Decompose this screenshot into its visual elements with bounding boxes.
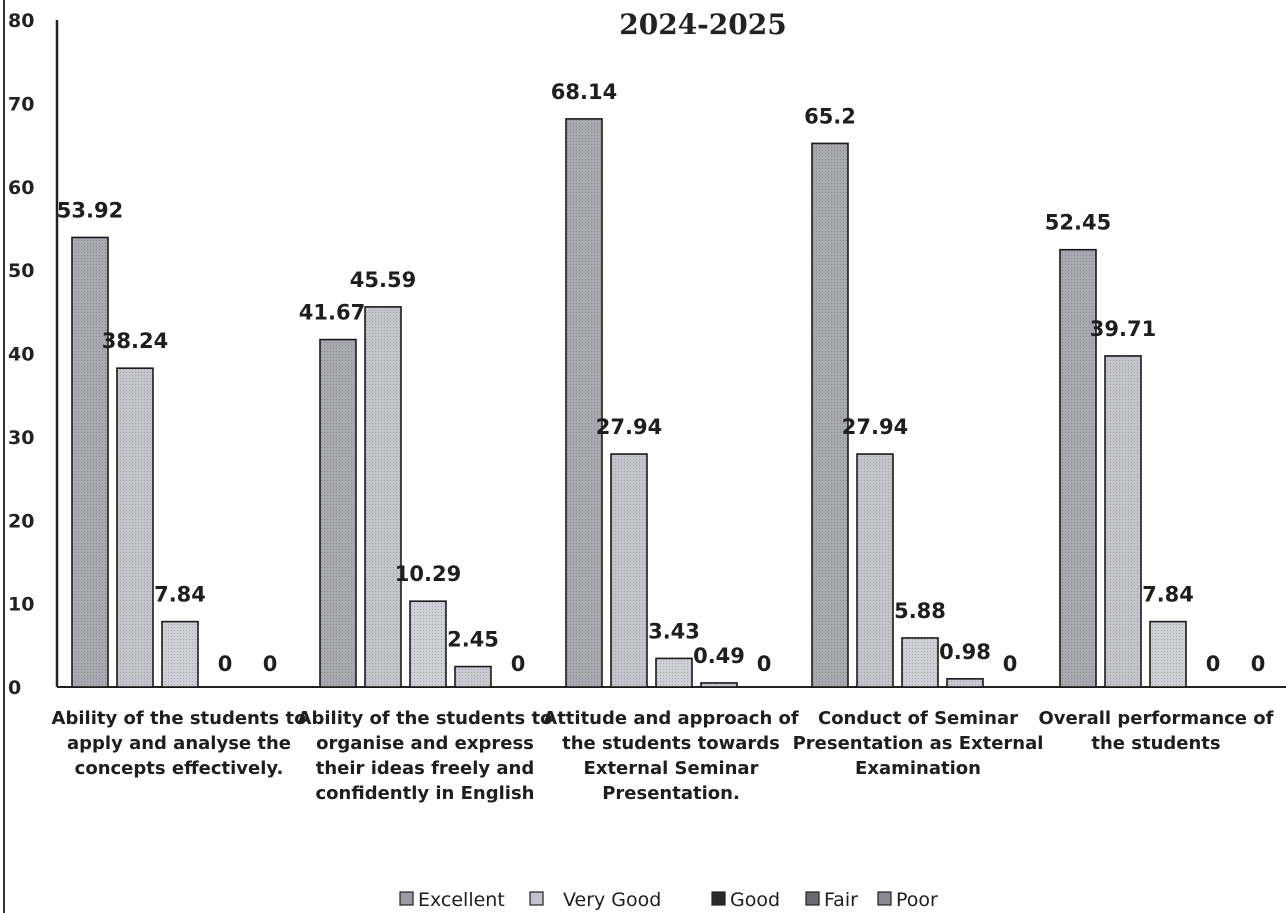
category-label: concepts effectively. bbox=[75, 758, 284, 779]
data-label: 2.45 bbox=[447, 628, 499, 652]
bar-texture bbox=[656, 658, 692, 687]
legend-label: Fair bbox=[824, 889, 858, 911]
category-label: Conduct of Seminar bbox=[818, 708, 1018, 729]
data-label: 0 bbox=[1206, 652, 1221, 676]
y-tick-label: 70 bbox=[8, 93, 34, 115]
data-label: 0.98 bbox=[939, 640, 991, 664]
legend-swatch bbox=[529, 891, 544, 906]
data-label: 0 bbox=[1003, 652, 1018, 676]
bar-texture bbox=[857, 454, 893, 687]
y-tick-label: 60 bbox=[8, 177, 34, 199]
category-label: their ideas freely and bbox=[316, 758, 534, 779]
data-label: 39.71 bbox=[1090, 317, 1156, 341]
legend-label: Excellent bbox=[418, 889, 505, 911]
data-label: 5.88 bbox=[894, 599, 946, 623]
data-label: 68.14 bbox=[551, 80, 617, 104]
bar-texture bbox=[365, 306, 401, 687]
bar-texture bbox=[117, 368, 153, 687]
y-tick-label: 0 bbox=[8, 677, 21, 699]
data-label: 0 bbox=[511, 652, 526, 676]
category-label: confidently in English bbox=[316, 783, 535, 804]
bar-texture bbox=[947, 678, 983, 687]
bars bbox=[71, 118, 1187, 688]
data-label: 0.49 bbox=[693, 644, 745, 668]
bar-texture bbox=[812, 143, 848, 687]
legend-swatch bbox=[711, 891, 726, 906]
data-label: 53.92 bbox=[57, 198, 123, 222]
y-tick-label: 20 bbox=[8, 510, 34, 532]
data-label: 0 bbox=[218, 652, 233, 676]
data-label: 65.2 bbox=[804, 104, 856, 128]
legend-label: Poor bbox=[896, 889, 938, 911]
legend-label: Very Good bbox=[563, 889, 661, 911]
y-tick-labels: 0 10 20 30 40 50 60 70 80 bbox=[8, 10, 34, 699]
data-label: 27.94 bbox=[596, 415, 662, 439]
y-tick-label: 80 bbox=[8, 10, 34, 32]
category-label: Presentation. bbox=[602, 783, 740, 804]
data-label: 7.84 bbox=[154, 583, 206, 607]
y-tick-label: 30 bbox=[8, 427, 34, 449]
legend-label: Good bbox=[730, 889, 780, 911]
data-label: 38.24 bbox=[102, 329, 168, 353]
bar-texture bbox=[1150, 621, 1186, 687]
category-label: Overall performance of bbox=[1039, 708, 1274, 729]
bar-texture bbox=[410, 601, 446, 687]
legend: Excellent Very Good Good Fair Poor bbox=[399, 889, 938, 911]
data-label: 7.84 bbox=[1142, 583, 1194, 607]
bar-texture bbox=[566, 118, 602, 687]
legend-swatch bbox=[399, 891, 414, 906]
bar-texture bbox=[162, 621, 198, 687]
category-label: External Seminar bbox=[584, 758, 759, 779]
bar-texture bbox=[1105, 355, 1141, 687]
category-label: organise and express bbox=[316, 733, 534, 754]
data-label: 0 bbox=[263, 652, 278, 676]
data-label: 10.29 bbox=[395, 562, 461, 586]
bar-texture bbox=[701, 682, 737, 687]
category-label: Attitude and approach of bbox=[543, 708, 799, 729]
bar-texture bbox=[1060, 249, 1096, 687]
data-label: 3.43 bbox=[648, 619, 700, 643]
data-labels: 53.92 38.24 7.84 0 0 41.67 45.59 10.29 2.45 0 68.1… bbox=[57, 80, 1266, 676]
y-tick-label: 10 bbox=[8, 594, 34, 616]
category-label: the students bbox=[1091, 733, 1220, 754]
bar-texture bbox=[902, 637, 938, 687]
y-tick-label: 50 bbox=[8, 260, 34, 282]
category-label: Examination bbox=[855, 758, 981, 779]
category-label: the students towards bbox=[562, 733, 780, 754]
legend-swatch bbox=[805, 891, 820, 906]
data-label: 27.94 bbox=[842, 415, 908, 439]
bar-texture bbox=[455, 666, 491, 687]
data-label: 0 bbox=[757, 652, 772, 676]
data-label: 52.45 bbox=[1045, 211, 1111, 235]
bar-texture bbox=[72, 237, 108, 687]
chart-title: 2024-2025 bbox=[619, 8, 786, 41]
category-label: Presentation as External bbox=[793, 733, 1044, 754]
bar-texture bbox=[320, 339, 356, 687]
data-label: 45.59 bbox=[350, 268, 416, 292]
data-label: 41.67 bbox=[299, 301, 365, 325]
data-label: 0 bbox=[1251, 652, 1266, 676]
category-label: apply and analyse the bbox=[67, 733, 291, 754]
legend-swatch bbox=[877, 891, 892, 906]
bar-texture bbox=[611, 454, 647, 687]
y-tick-label: 40 bbox=[8, 344, 34, 366]
category-label: Ability of the students to bbox=[52, 708, 307, 729]
category-labels: Ability of the students to apply and anal… bbox=[52, 708, 1274, 804]
category-label: Ability of the students to bbox=[298, 708, 553, 729]
